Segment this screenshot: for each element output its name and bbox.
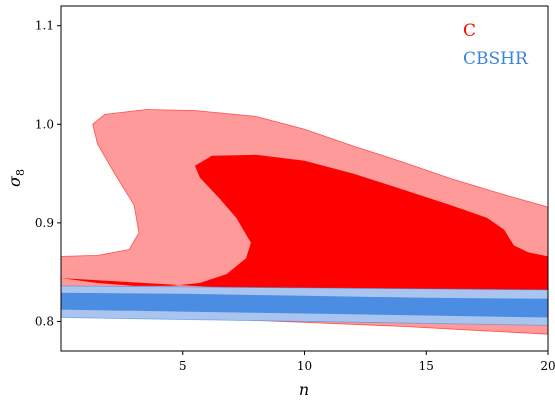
y-axis-label: σ8 [5, 169, 27, 187]
svg-text:σ8: σ8 [5, 169, 27, 187]
x-tick-label: 15 [419, 359, 434, 373]
x-axis-label: n [299, 380, 309, 399]
legend-entry-c: C [463, 21, 476, 41]
x-tick-label: 10 [297, 359, 312, 373]
x-tick-label: 5 [179, 359, 187, 373]
axis-ticks: 5 10 15 20 0.8 0.9 1.0 1.1 [35, 19, 555, 373]
y-axis-label-symbol: σ [5, 175, 24, 187]
y-tick-label: 0.8 [35, 314, 54, 328]
contour-cbshr-68 [61, 292, 548, 318]
y-tick-label: 1.0 [35, 117, 54, 131]
y-axis-label-subscript: 8 [14, 169, 27, 176]
x-tick-label: 20 [540, 359, 555, 373]
legend-entry-cbshr: CBSHR [463, 49, 529, 69]
contour-layer [61, 109, 548, 335]
contour-c-68 [61, 154, 548, 307]
legend: C CBSHR [463, 21, 529, 69]
y-tick-label: 0.9 [35, 216, 54, 230]
y-tick-label: 1.1 [35, 19, 54, 33]
